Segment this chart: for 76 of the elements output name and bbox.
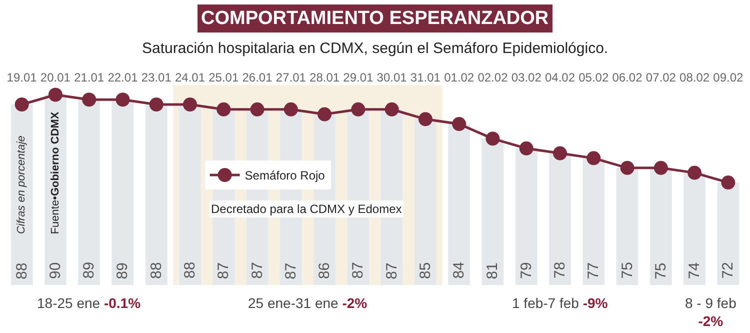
point [721,176,736,190]
x-tick-label: 21.01 [74,70,104,85]
text: 1 feb-7 feb -9% [512,295,608,311]
x-tick-label: 05.02 [578,70,609,85]
data-label: 84 [450,262,468,279]
x-tick-label: 29.01 [343,70,374,85]
x-tick-label: 31.01 [410,70,441,85]
point [688,166,702,180]
data-label: 86 [316,262,334,280]
point [553,146,567,160]
point [250,102,264,116]
x-tick-label: 04.02 [544,70,576,85]
point [318,107,332,122]
x-tick-label: 03.02 [511,70,542,85]
x-tick-label: 19.01 [6,70,38,85]
point [149,98,164,112]
x-tick-label: 07.02 [646,70,676,85]
text: 8 - 9 feb -2% [685,295,737,330]
data-label: 75 [652,262,670,280]
x-tick-label: 09.02 [713,70,744,85]
data-label: 72 [720,262,737,279]
text: 25 ene-31 ene -2% [248,295,368,311]
point [486,132,500,146]
x-tick-label: 08.02 [680,70,710,85]
point [82,92,96,107]
x-tick-label: 02.02 [478,70,508,85]
x-tick-label: 25.01 [208,70,239,85]
data-label: 89 [114,262,132,280]
x-tick-label: 22.01 [108,70,138,85]
point [620,160,634,175]
data-label: 88 [182,262,198,278]
point [284,102,298,116]
point [586,151,601,166]
data-label: 79 [518,262,535,279]
data-label: 87 [282,262,300,280]
point [384,102,399,116]
x-tick-label: 30.01 [376,70,408,85]
point [654,160,668,175]
annotation: Fuente•Gobierno CDMX [50,111,62,234]
x-tick-label: 28.01 [310,70,340,85]
data-label: 87 [248,262,266,279]
point [116,92,130,107]
data-label: 85 [416,262,434,279]
annotation: Cifras en porcentaje [16,136,28,234]
data-label: 88 [13,262,30,280]
data-label: 77 [585,262,602,280]
point [14,98,29,112]
x-tick-label: 20.01 [40,70,71,85]
x-tick-label: 06.02 [612,70,643,85]
point [216,102,231,116]
data-label: 87 [383,262,400,280]
data-label: 74 [686,262,704,280]
x-tick-label: 26.01 [242,70,273,85]
data-label: 88 [148,262,165,279]
legend-label: Semáforo Rojo [244,168,326,183]
x-tick-label: 27.01 [276,70,306,85]
data-label: 78 [552,262,568,278]
data-label: 90 [46,262,64,279]
annotation: Decretado para la CDMX y Edomex [211,202,402,216]
data-label: 87 [215,262,232,280]
point [519,141,534,156]
point [48,88,62,102]
chart-title: COMPORTAMIENTO ESPERANZADOR [201,8,549,29]
point [418,112,432,126]
x-tick-label: 01.02 [444,70,474,85]
x-tick-label: 23.01 [141,70,172,85]
data-label: 87 [350,262,367,279]
point [351,102,366,116]
text: 18-25 ene -0.1% [37,295,142,311]
chart-subtitle: Saturación hospitalaria en CDMX, según el Semáforo Epidemiológico. [142,40,608,57]
data-label: 75 [618,262,636,279]
point [452,117,466,132]
x-tick-label: 24.01 [174,70,206,85]
data-label: 81 [484,262,502,280]
point [183,98,197,112]
data-label: 89 [80,262,98,279]
